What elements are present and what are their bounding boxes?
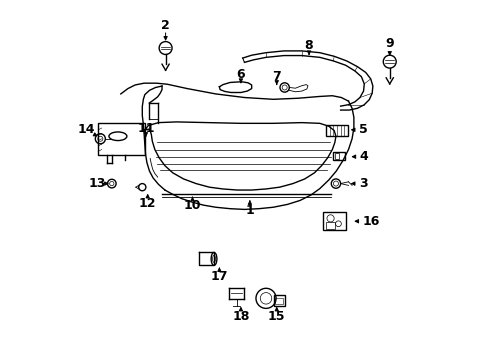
Text: 18: 18 xyxy=(232,310,249,324)
Text: 14: 14 xyxy=(78,123,95,136)
Text: 1: 1 xyxy=(245,204,254,217)
Bar xyxy=(334,153,339,159)
Text: 15: 15 xyxy=(267,310,285,324)
Text: 2: 2 xyxy=(161,19,170,32)
Text: 11: 11 xyxy=(137,122,154,135)
Text: 10: 10 xyxy=(183,199,201,212)
Bar xyxy=(325,126,347,135)
Text: 7: 7 xyxy=(272,69,281,82)
Bar xyxy=(333,152,344,160)
Text: 6: 6 xyxy=(236,68,244,81)
Text: 17: 17 xyxy=(210,270,228,283)
Text: 4: 4 xyxy=(359,150,367,163)
Text: 8: 8 xyxy=(304,39,313,52)
Text: 13: 13 xyxy=(88,177,106,190)
Bar xyxy=(275,298,283,304)
Bar xyxy=(273,296,285,306)
Bar xyxy=(98,123,144,155)
Text: 16: 16 xyxy=(362,215,380,228)
Text: 5: 5 xyxy=(359,123,367,136)
Bar xyxy=(325,222,335,229)
Text: 12: 12 xyxy=(139,197,156,210)
Text: 3: 3 xyxy=(359,177,367,190)
Bar xyxy=(323,212,345,230)
Text: 9: 9 xyxy=(385,37,393,50)
